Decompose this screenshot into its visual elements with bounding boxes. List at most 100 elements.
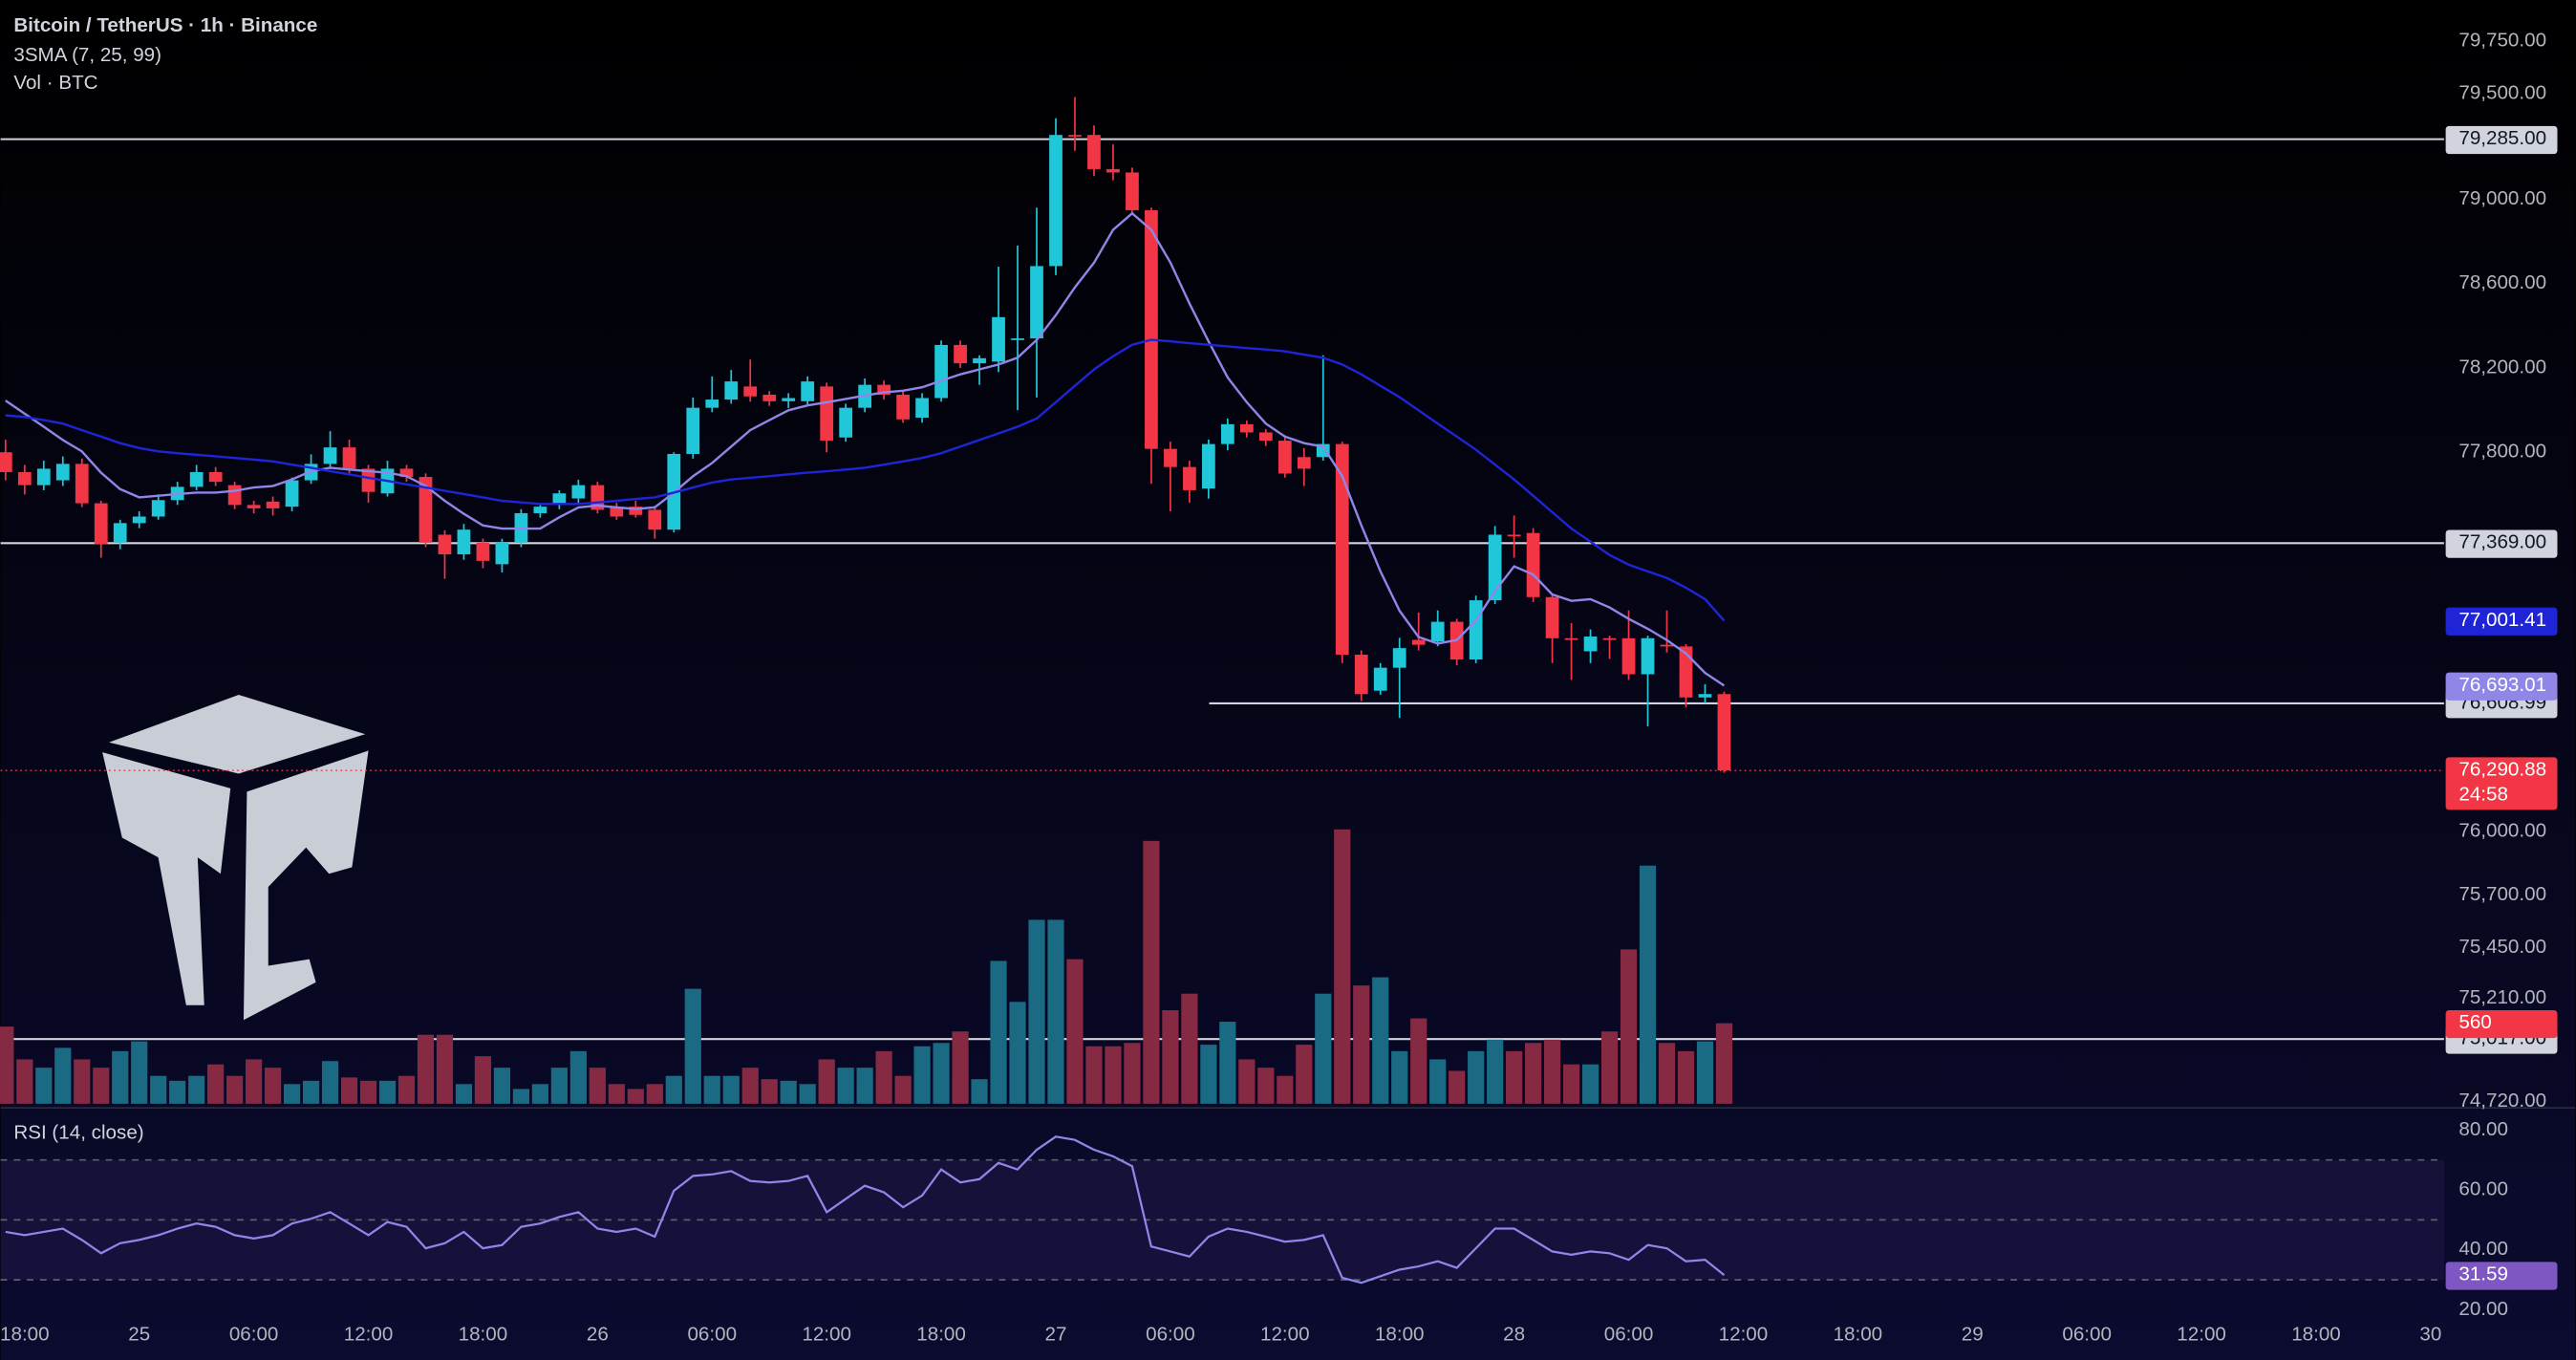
volume-bar — [16, 1059, 33, 1104]
volume-bar — [818, 1059, 835, 1104]
candle-body — [94, 503, 108, 545]
candle-body — [1698, 694, 1712, 698]
candle-body — [1411, 639, 1426, 645]
candle-body — [1106, 168, 1120, 173]
candle-body — [1717, 694, 1731, 771]
candle-body — [1564, 637, 1578, 640]
x-tick-label: 06:00 — [1146, 1324, 1195, 1346]
volume-bar — [1353, 985, 1370, 1104]
volume-bar — [856, 1068, 873, 1104]
volume-bar — [397, 1075, 416, 1104]
volume-bar — [436, 1034, 454, 1104]
rsi-title: RSI (14, close) — [13, 1121, 143, 1143]
candle-body — [227, 485, 242, 506]
volume-bar — [283, 1084, 301, 1104]
candle-body — [17, 471, 32, 486]
volume-bar — [1277, 1075, 1294, 1104]
volume-bar — [608, 1084, 625, 1104]
volume-bar — [1677, 1050, 1695, 1104]
candle-body — [1183, 466, 1196, 490]
candle-body — [1297, 457, 1311, 469]
volume-bar — [627, 1089, 644, 1104]
volume-bar — [531, 1084, 548, 1104]
candle-body — [1583, 637, 1598, 652]
candle-body — [1011, 338, 1024, 340]
candle-body — [399, 468, 414, 478]
volume-title: Vol · BTC — [13, 72, 97, 94]
volume-bar — [1468, 1050, 1485, 1104]
candle-body — [762, 394, 777, 401]
volume-bar — [875, 1050, 892, 1104]
volume-bar — [1085, 1046, 1103, 1104]
candle-body — [782, 398, 796, 401]
volume-bar — [1658, 1043, 1676, 1104]
y-tick-label: 79,500.00 — [2458, 82, 2546, 104]
volume-bar — [1506, 1050, 1523, 1104]
candle-body — [495, 542, 509, 565]
rsi-tick-label: 80.00 — [2458, 1118, 2508, 1140]
sma-tag: 76,693.01 — [2458, 674, 2546, 696]
volume-bar — [207, 1064, 225, 1104]
candle-body — [1488, 534, 1502, 601]
y-tick-label: 78,600.00 — [2458, 271, 2546, 293]
candle-body — [1164, 448, 1177, 467]
volume-bar — [1639, 865, 1657, 1104]
x-tick-label: 27 — [1045, 1324, 1067, 1346]
candle-body — [1602, 637, 1617, 640]
volume-bar — [150, 1075, 167, 1104]
x-tick-label: 12:00 — [1719, 1324, 1769, 1346]
volume-bar — [684, 988, 701, 1104]
volume-bar — [741, 1068, 759, 1104]
volume-bar — [1181, 993, 1198, 1104]
x-tick-label: 12:00 — [344, 1324, 394, 1346]
candle-body — [1507, 534, 1521, 537]
candle-body — [724, 381, 739, 400]
volume-bar — [894, 1075, 912, 1104]
y-tick-label: 79,750.00 — [2458, 29, 2546, 51]
candle-body — [476, 542, 490, 561]
volume-bar — [417, 1034, 435, 1104]
volume-bar — [1124, 1043, 1141, 1104]
candle-body — [1145, 209, 1158, 449]
candle-body — [55, 464, 70, 481]
x-tick-label: 18:00 — [2291, 1324, 2341, 1346]
y-tick-label: 75,210.00 — [2458, 986, 2546, 1008]
x-tick-label: 12:00 — [2177, 1324, 2226, 1346]
sma-tag: 77,001.41 — [2458, 609, 2546, 631]
rsi-tick-label: 20.00 — [2458, 1298, 2508, 1320]
price-line-tag: 77,369.00 — [2458, 531, 2546, 553]
volume-bar — [1238, 1059, 1256, 1104]
volume-bar — [302, 1080, 320, 1104]
volume-bar — [1410, 1018, 1428, 1104]
candle-body — [743, 386, 758, 397]
candle-body — [801, 381, 815, 401]
y-tick-label: 77,800.00 — [2458, 441, 2546, 463]
volume-bar — [246, 1059, 263, 1104]
volume-bar — [93, 1068, 110, 1104]
candle-body — [1068, 135, 1082, 137]
sma-line — [5, 338, 1726, 622]
volume-bar — [54, 1047, 72, 1104]
candle-body — [1660, 644, 1674, 647]
y-tick-label: 75,450.00 — [2458, 936, 2546, 958]
volume-bar — [265, 1068, 282, 1104]
volume-bar — [0, 1026, 14, 1104]
sma-tag-bg — [2445, 672, 2558, 701]
candle-body — [1641, 637, 1655, 675]
candle-body — [1220, 423, 1234, 444]
volume-bar — [971, 1079, 988, 1104]
volume-bar — [665, 1075, 682, 1104]
x-tick-label: 26 — [587, 1324, 609, 1346]
volume-bar — [1334, 829, 1351, 1104]
volume-bar — [1449, 1070, 1466, 1104]
candle-body — [571, 485, 586, 499]
x-tick-label: 06:00 — [2062, 1324, 2112, 1346]
logo-right — [243, 750, 369, 1021]
candle-body — [552, 493, 567, 506]
candle-body — [1621, 637, 1636, 675]
candle-body — [208, 471, 223, 483]
y-tick-label: 76,000.00 — [2458, 820, 2546, 842]
